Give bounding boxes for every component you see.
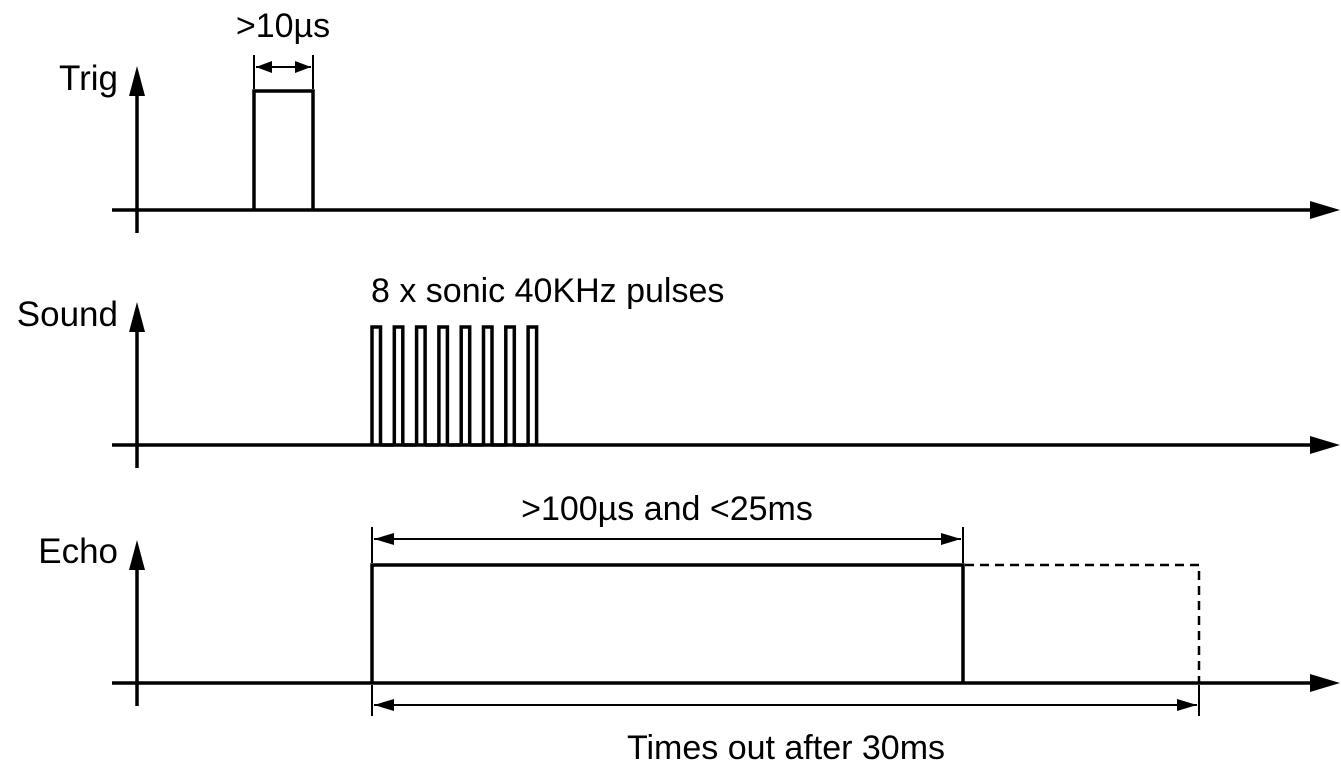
sound-pulse <box>414 325 427 445</box>
sound-pulse <box>481 325 494 445</box>
echo-label: Echo <box>38 532 118 571</box>
sound-pulse-train <box>370 325 539 447</box>
trig-pulse-width-label: >10µs <box>236 7 330 45</box>
trig-pulse <box>252 89 315 210</box>
trig-width-arrow-left <box>256 61 272 73</box>
echo-width-arrow-left <box>374 533 394 545</box>
sound-x-axis-arrowhead <box>1310 436 1340 454</box>
sound-pulse <box>526 325 539 445</box>
sound-pulse <box>459 325 472 445</box>
echo-row: Echo >100µs and <25ms Times out after 30… <box>38 490 1340 767</box>
sound-row: Sound 8 x sonic 40KHz pulses <box>17 272 1340 468</box>
echo-x-axis-arrowhead <box>1310 674 1340 692</box>
echo-pulse-width-label: >100µs and <25ms <box>521 490 813 528</box>
sound-burst-label: 8 x sonic 40KHz pulses <box>371 272 724 310</box>
echo-width-arrow-right <box>941 533 961 545</box>
echo-timeout-extension <box>965 563 1201 683</box>
echo-timeout-label: Times out after 30ms <box>627 729 945 767</box>
echo-y-axis-arrowhead <box>129 540 145 570</box>
sound-pulse <box>370 325 383 445</box>
sound-pulse <box>392 325 405 445</box>
sound-y-axis-arrowhead <box>129 302 145 332</box>
echo-timeout-arrow-left <box>374 699 394 711</box>
trig-row: Trig >10µs <box>59 7 1340 233</box>
trig-label: Trig <box>59 59 118 98</box>
echo-timeout-arrow-right <box>1177 699 1197 711</box>
sound-pulse <box>437 325 450 445</box>
echo-pulse <box>370 563 965 683</box>
sound-label: Sound <box>17 295 118 334</box>
trig-x-axis-arrowhead <box>1310 201 1340 219</box>
trig-width-arrow-right <box>295 61 311 73</box>
sound-pulse <box>504 325 517 445</box>
trig-y-axis-arrowhead <box>129 66 145 96</box>
